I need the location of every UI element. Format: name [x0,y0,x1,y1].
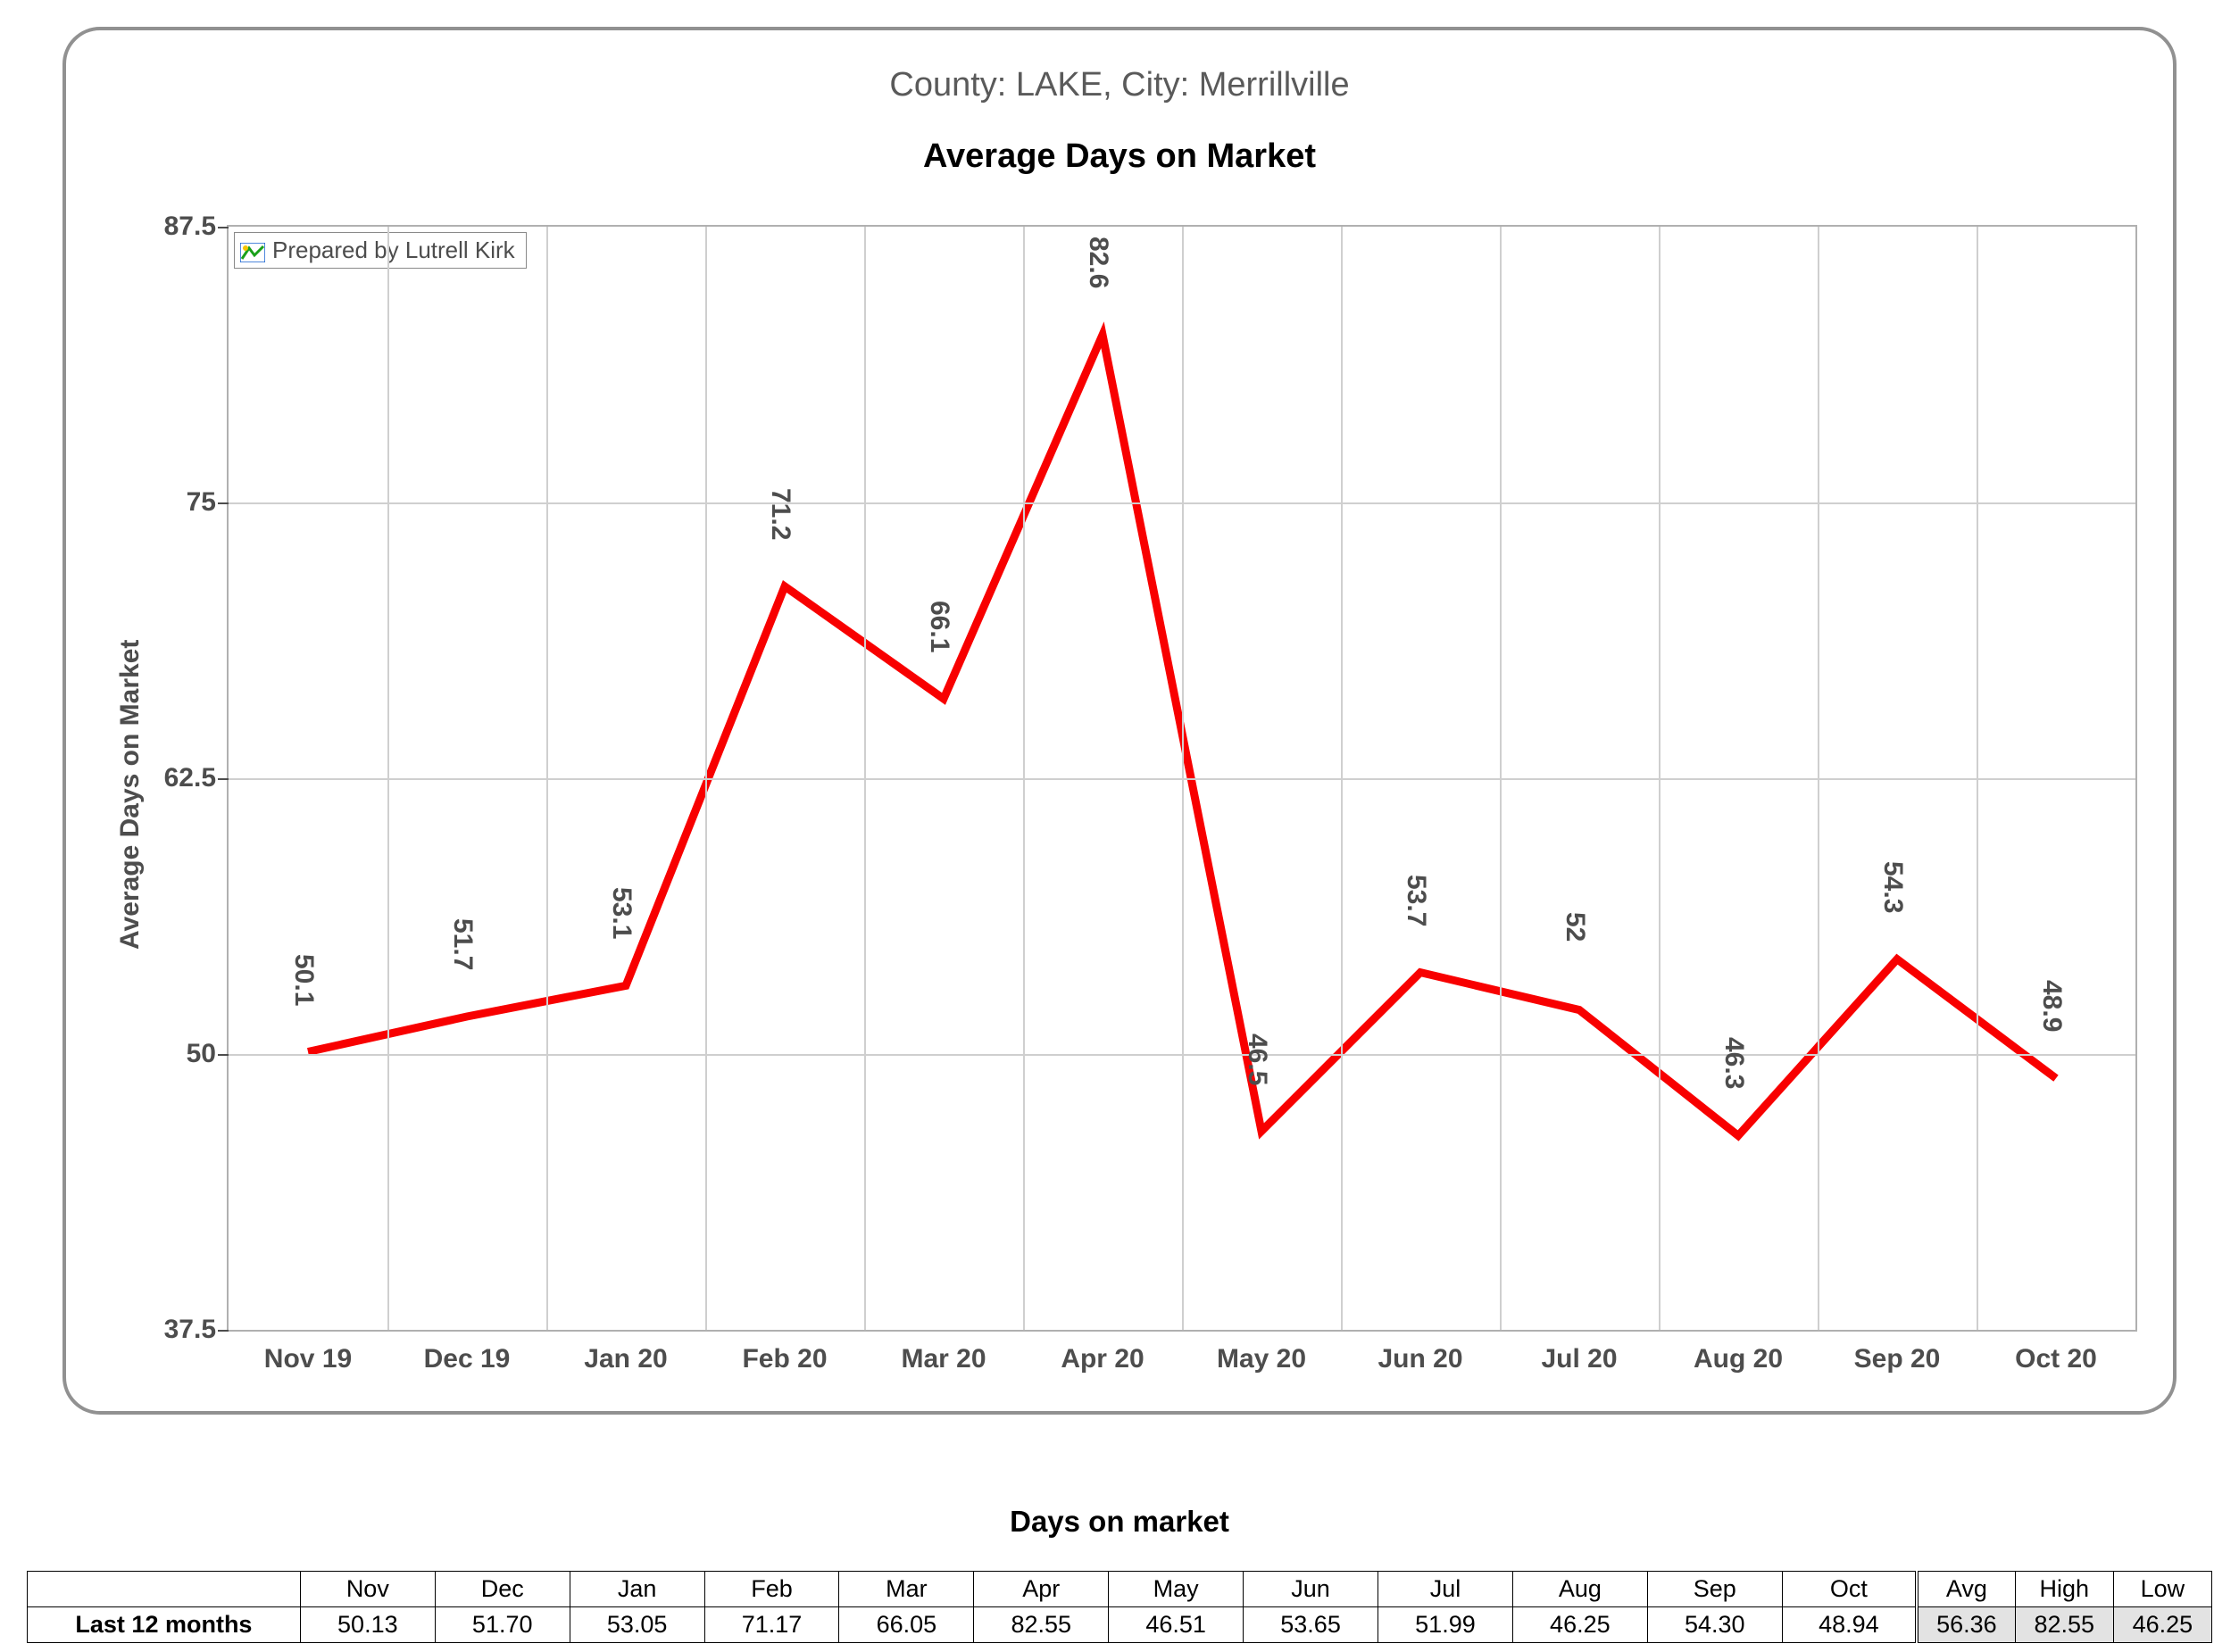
table-cell: 46.51 [1109,1607,1244,1643]
table-stat-cell: 46.25 [2113,1607,2211,1643]
y-axis-title: Average Days on Market [115,640,146,950]
table-cell: 51.99 [1378,1607,1513,1643]
x-tick-label: Jul 20 [1541,1344,1617,1374]
data-label: 71.2 [765,488,795,540]
gridline-v [1023,227,1025,1330]
x-tick-label: Feb 20 [742,1344,827,1374]
table-stat-cell: 56.36 [1917,1607,2015,1643]
table-col-header: May [1109,1572,1244,1607]
gridline-v [1182,227,1184,1330]
data-label: 54.3 [1877,861,1908,913]
table-col-header: Aug [1512,1572,1647,1607]
table-cell: 53.05 [570,1607,704,1643]
gridline-v [1977,227,1978,1330]
table-cell: 48.94 [1782,1607,1917,1643]
gridline-v [546,227,548,1330]
gridline-v [387,227,389,1330]
data-label: 46.3 [1719,1037,1749,1089]
gridline-v [1659,227,1661,1330]
table-col-header: Jan [570,1572,704,1607]
table-cell: 46.25 [1512,1607,1647,1643]
table-stat-header: High [2015,1572,2113,1607]
gridline-v [705,227,707,1330]
table-title: Days on market [0,1505,2239,1539]
chart-subtitle: County: LAKE, City: Merrillville [66,66,2173,104]
table-col-header: Sep [1647,1572,1782,1607]
table-cell: 53.65 [1244,1607,1378,1643]
y-tick-label: 62.5 [164,763,216,793]
y-tick [218,502,229,504]
table-cell: 71.17 [704,1607,839,1643]
x-tick-label: Nov 19 [264,1344,352,1374]
data-label: 46.5 [1242,1034,1272,1085]
chart-title: Average Days on Market [66,137,2173,176]
x-tick-label: Mar 20 [901,1344,986,1374]
y-tick [218,1054,229,1056]
table-col-header: Apr [974,1572,1109,1607]
table-stat-cell: 82.55 [2015,1607,2113,1643]
y-tick [218,227,229,228]
x-tick-label: May 20 [1217,1344,1306,1374]
chart-panel: County: LAKE, City: Merrillville Average… [62,27,2177,1415]
gridline-v [1818,227,1819,1330]
data-label: 52 [1560,912,1590,942]
y-tick-label: 50 [187,1039,216,1069]
data-label: 50.1 [288,954,319,1006]
x-tick-label: Jun 20 [1378,1344,1462,1374]
data-label: 66.1 [924,601,954,652]
table-cell: 66.05 [839,1607,974,1643]
x-tick-label: Jan 20 [584,1344,667,1374]
gridline-v [1341,227,1343,1330]
x-tick-label: Sep 20 [1854,1344,1941,1374]
table-col-header: Feb [704,1572,839,1607]
gridline-v [864,227,866,1330]
table-header-row: NovDecJanFebMarAprMayJunJulAugSepOctAvgH… [28,1572,2212,1607]
table-col-header: Dec [435,1572,570,1607]
table-stat-header: Low [2113,1572,2211,1607]
table-col-header: Jun [1244,1572,1378,1607]
x-tick-label: Aug 20 [1694,1344,1783,1374]
table-cell: 54.30 [1647,1607,1782,1643]
table-col-header: Mar [839,1572,974,1607]
y-tick-label: 87.5 [164,212,216,242]
plot-area: Prepared by Lutrell Kirk 37.55062.57587.… [227,225,2137,1332]
data-label: 82.6 [1083,237,1113,288]
x-tick-label: Oct 20 [2015,1344,2097,1374]
summary-table: NovDecJanFebMarAprMayJunJulAugSepOctAvgH… [27,1571,2212,1643]
x-tick-label: Apr 20 [1061,1344,1144,1374]
table-col-header: Jul [1378,1572,1513,1607]
data-label: 53.1 [606,887,637,939]
table-stat-header: Avg [1917,1572,2015,1607]
table-col-header: Nov [300,1572,435,1607]
table-row: Last 12 months50.1351.7053.0571.1766.058… [28,1607,2212,1643]
table-cell: 50.13 [300,1607,435,1643]
x-tick-label: Dec 19 [424,1344,511,1374]
y-tick [218,778,229,780]
data-label: 48.9 [2036,980,2067,1032]
data-label: 53.7 [1401,875,1431,926]
table-cell: 51.70 [435,1607,570,1643]
y-tick [218,1330,229,1332]
table-col-header: Oct [1782,1572,1917,1607]
data-label: 51.7 [447,918,478,970]
table-cell: 82.55 [974,1607,1109,1643]
table-header-blank [28,1572,301,1607]
gridline-v [1500,227,1502,1330]
table-row-label: Last 12 months [28,1607,301,1643]
y-tick-label: 75 [187,487,216,518]
y-tick-label: 37.5 [164,1315,216,1345]
